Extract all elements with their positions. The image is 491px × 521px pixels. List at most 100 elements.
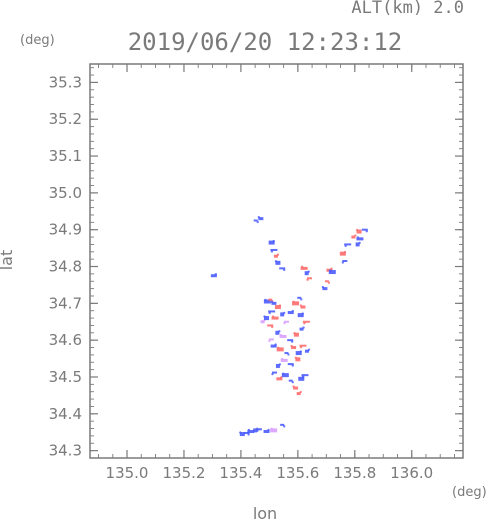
radar-echo-negative: [268, 310, 276, 315]
radar-echo-cell: [279, 267, 286, 270]
radar-echo-cell: [322, 287, 328, 291]
radar-echo-dot: [264, 298, 267, 302]
radar-echo-positive: [324, 280, 331, 284]
radar-echo-dot: [276, 253, 280, 256]
radar-echo-cell: [356, 237, 364, 241]
radar-echo-dot: [247, 428, 251, 432]
radar-echo-dot: [302, 326, 305, 329]
y-tick-label: 35.3: [49, 73, 82, 91]
radar-echo-cell: [361, 228, 368, 231]
radar-echo-neutral: [268, 338, 274, 343]
radar-echo-dot: [277, 346, 280, 350]
radar-echo-negative: [239, 431, 245, 437]
radar-echo-dot: [299, 345, 303, 349]
radar-echo-negative: [361, 228, 368, 233]
radar-echo-positive: [299, 344, 307, 349]
y-tick-label: 34.9: [49, 221, 82, 239]
radar-echo-positive: [299, 304, 306, 309]
timestamp-title: 2019/06/20 12:23:12: [128, 28, 403, 56]
radar-echo-negative: [281, 372, 289, 378]
radar-echo-negative: [288, 379, 294, 384]
radar-echo-cell: [243, 431, 250, 434]
radar-echo-cell: [253, 219, 258, 222]
radar-echo-dot: [270, 250, 274, 253]
radar-echo-dot: [292, 300, 295, 304]
radar-echo-cell: [264, 316, 270, 321]
radar-echo-dot: [270, 300, 274, 304]
radar-echo-neutral: [270, 427, 278, 433]
radar-echo-cell: [283, 320, 289, 323]
radar-echo-negative: [304, 270, 310, 276]
radar-echo-cell: [275, 330, 280, 335]
radar-echo-negative: [270, 300, 277, 305]
radar-echo-dot: [330, 267, 333, 270]
radar-echo-dot: [343, 250, 347, 254]
radar-echo-negative: [247, 428, 255, 433]
radar-echo-positive: [306, 277, 313, 282]
radar-echo-negative: [299, 326, 305, 331]
radar-echo-cell: [300, 305, 306, 309]
radar-echo-dot: [291, 380, 294, 384]
radar-echo-cell: [210, 274, 217, 278]
x-unit-label: (deg): [452, 485, 487, 500]
radar-echo-cell: [304, 349, 309, 353]
axes-layer: 135.0 135.2 135.4 135.6 135.8 136.0 34.3 34.4 34…: [49, 63, 464, 482]
radar-echo-cell: [355, 242, 360, 247]
radar-echo-dot: [294, 356, 298, 360]
radar-echo-dot: [329, 269, 332, 272]
y-tick-label: 35.0: [49, 184, 82, 202]
radar-echo-positive: [267, 324, 274, 329]
radar-echo-cell: [293, 386, 299, 390]
radar-echo-cell: [297, 296, 302, 299]
radar-echo-negative: [271, 371, 278, 376]
radar-echo-negative: [301, 374, 309, 378]
radar-echo-positive: [292, 385, 299, 390]
radar-echo-negative: [295, 350, 302, 356]
radar-echo-dot: [282, 311, 286, 315]
radar-echo-dot: [301, 312, 304, 315]
x-tick-label: 136.0: [390, 464, 433, 482]
radar-echo-negative: [280, 423, 286, 428]
radar-echo-negative: [256, 428, 262, 432]
radar-echo-dot: [358, 241, 361, 245]
radar-echo-cell: [287, 311, 294, 315]
radar-echo-positive: [276, 346, 284, 352]
radar-echo-cell: [287, 363, 294, 366]
radar-echo-cell: [292, 301, 300, 306]
y-tick-label: 34.8: [49, 258, 82, 276]
y-tick-label: 34.5: [49, 368, 82, 386]
radar-echo-negative: [287, 339, 294, 343]
radar-echo-cell: [351, 235, 356, 239]
x-tick-label: 135.4: [219, 464, 262, 482]
radar-echo-dot: [299, 304, 303, 307]
plot-frame: [89, 63, 464, 459]
radar-echo-cell: [299, 344, 307, 347]
radar-echo-negative: [297, 296, 303, 301]
radar-echo-cell: [287, 339, 294, 342]
radar-echo-cell: [270, 248, 278, 251]
radar-echo-dot: [283, 322, 286, 325]
radar-echo-cell: [276, 347, 284, 352]
radar-echo-dot: [247, 433, 250, 436]
y-tick-label: 34.4: [49, 405, 82, 423]
radar-echo-negative: [341, 260, 348, 264]
radar-echo-cell: [256, 428, 262, 431]
radar-echo-dot: [278, 363, 282, 366]
radar-echo-dot: [293, 331, 296, 335]
radar-echo-cell: [328, 270, 336, 275]
radar-echo-negative: [355, 241, 361, 247]
radar-echo-dot: [341, 261, 345, 264]
radar-echo-cell: [274, 305, 281, 310]
radar-echo-dot: [307, 270, 310, 273]
radar-echo-cell: [271, 301, 277, 305]
radar-echo-dot: [300, 265, 304, 269]
radar-echo-dot: [290, 340, 294, 343]
radar-echo-negative: [287, 309, 294, 315]
radar-echo-cell: [307, 277, 313, 280]
radar-echo-negative: [344, 243, 352, 248]
radar-echo-cell: [260, 320, 265, 324]
y-tick-label: 34.6: [49, 331, 82, 349]
radar-echo-negative: [287, 363, 294, 367]
x-tick-label: 135.0: [106, 464, 149, 482]
radar-echo-cell: [276, 377, 283, 381]
